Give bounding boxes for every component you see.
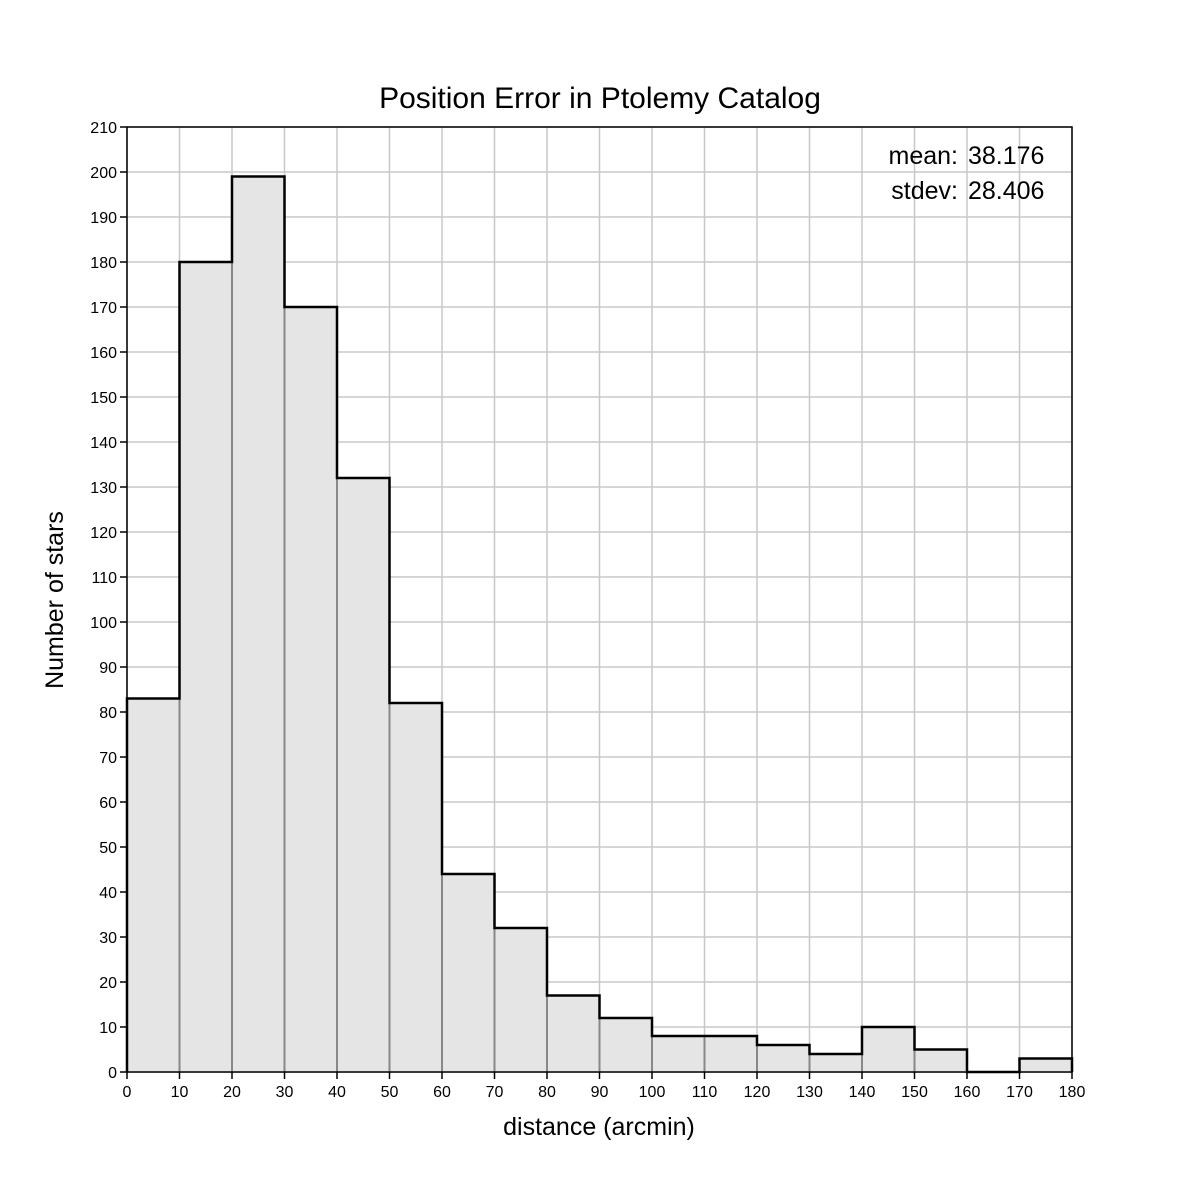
stdev-label: stdev:	[891, 177, 958, 205]
x-tick-label: 40	[328, 1084, 346, 1101]
histogram-bar	[389, 703, 442, 1072]
stats-annotation: mean: 38.176 stdev: 28.406	[889, 142, 1045, 205]
y-tick-label: 10	[99, 1020, 117, 1037]
y-tick-label: 130	[90, 480, 117, 497]
y-tick-label: 80	[99, 705, 117, 722]
y-tick-label: 20	[99, 975, 117, 992]
histogram-bar	[337, 478, 390, 1072]
histogram-bar	[704, 1036, 757, 1072]
x-tick-label: 70	[486, 1084, 504, 1101]
y-tick-label: 110	[91, 570, 117, 587]
x-tick-label: 90	[591, 1084, 609, 1101]
x-tick-label: 140	[849, 1084, 876, 1101]
chart-title: Position Error in Ptolemy Catalog	[379, 82, 821, 115]
y-tick-label: 200	[90, 165, 117, 182]
histogram-bar	[599, 1018, 652, 1072]
histogram-bar	[442, 874, 495, 1072]
x-axis-label: distance (arcmin)	[503, 1113, 695, 1141]
histogram-bars	[125, 175, 1074, 1074]
x-tick-label: 50	[381, 1084, 399, 1101]
stdev-value: 28.406	[968, 177, 1044, 205]
histogram-bar	[652, 1036, 705, 1072]
x-tick-label: 100	[639, 1084, 666, 1101]
x-tick-label: 60	[433, 1084, 451, 1101]
x-tick-label: 170	[1006, 1084, 1033, 1101]
x-tick-label: 180	[1059, 1084, 1086, 1101]
y-tick-label: 160	[90, 345, 117, 362]
x-tick-label: 30	[276, 1084, 294, 1101]
mean-value: 38.176	[968, 142, 1044, 170]
histogram-bar	[127, 698, 180, 1072]
mean-label: mean:	[889, 142, 958, 170]
y-tick-label: 190	[90, 210, 117, 227]
y-tick-label: 30	[99, 930, 117, 947]
histogram-bar	[914, 1049, 967, 1072]
histogram-bar	[862, 1027, 915, 1072]
y-tick-label: 40	[99, 885, 117, 902]
y-tick-label: 100	[90, 615, 117, 632]
x-tick-label: 80	[538, 1084, 556, 1101]
histogram-bar	[757, 1045, 810, 1072]
histogram-bar	[179, 262, 232, 1072]
x-tick-labels: 0 10 20 30 40 50 60 70 80 90 100 110 120 130 140 150 160…	[123, 1084, 1086, 1101]
y-tick-label: 70	[99, 750, 117, 767]
y-tick-labels: 0 10 20 30 40 50 60 70 80 90 100 110 120 130 140 150 160…	[90, 120, 117, 1082]
y-tick-label: 120	[90, 525, 117, 542]
histogram-bar	[1019, 1058, 1072, 1072]
x-tick-label: 10	[171, 1084, 189, 1101]
x-tick-label: 120	[744, 1084, 771, 1101]
y-tick-label: 140	[90, 435, 117, 452]
x-tick-label: 160	[954, 1084, 981, 1101]
y-tick-label: 0	[108, 1065, 117, 1082]
histogram-bar	[547, 995, 600, 1072]
y-axis-label: Number of stars	[41, 511, 69, 689]
y-tick-label: 150	[90, 390, 117, 407]
histogram-bar	[494, 928, 547, 1072]
histogram-bar	[284, 307, 337, 1072]
x-tick-label: 20	[223, 1084, 241, 1101]
y-tick-label: 180	[90, 255, 117, 272]
histogram-outline	[125, 175, 1074, 1074]
x-tick-label: 0	[123, 1084, 132, 1101]
y-tick-label: 90	[99, 660, 117, 677]
x-tick-label: 150	[901, 1084, 928, 1101]
histogram-bar	[232, 176, 285, 1072]
y-tick-label: 210	[90, 120, 117, 137]
histogram-bar	[809, 1054, 862, 1072]
x-tick-label: 130	[796, 1084, 823, 1101]
y-tick-label: 60	[99, 795, 117, 812]
y-tick-label: 170	[90, 300, 117, 317]
axes	[120, 126, 1073, 1079]
x-tick-label: 110	[692, 1084, 718, 1101]
y-tick-label: 50	[99, 840, 117, 857]
